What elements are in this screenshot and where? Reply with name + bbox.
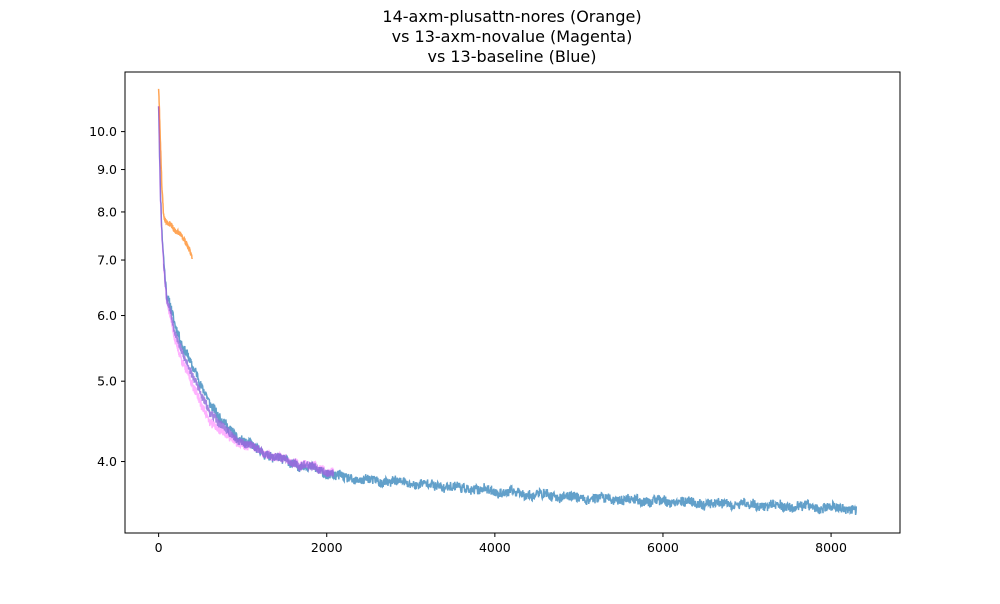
y-tick-label: 6.0 xyxy=(97,308,117,323)
x-tick-label: 8000 xyxy=(815,540,847,555)
x-tick-label: 2000 xyxy=(311,540,343,555)
y-tick-label: 9.0 xyxy=(97,162,117,177)
y-tick-label: 5.0 xyxy=(97,374,117,389)
y-tick-label: 8.0 xyxy=(97,204,117,219)
chart-title-line-1: 14-axm-plusattn-nores (Orange) xyxy=(382,7,641,26)
y-tick-label: 4.0 xyxy=(97,454,117,469)
chart-title-line-2: vs 13-axm-novalue (Magenta) xyxy=(392,27,633,46)
series-group xyxy=(157,88,858,516)
x-tick-label: 4000 xyxy=(479,540,511,555)
x-tick-label: 6000 xyxy=(647,540,679,555)
chart-title-group: 14-axm-plusattn-nores (Orange)vs 13-axm-… xyxy=(382,7,641,66)
chart-title-line-3: vs 13-baseline (Blue) xyxy=(427,47,596,66)
series-line-magenta xyxy=(157,106,335,478)
y-tick-label: 7.0 xyxy=(97,253,117,268)
x-axis: 0 2000 4000 6000 8000 xyxy=(155,533,847,555)
series-line-orange xyxy=(157,88,193,259)
y-tick-label: 10.0 xyxy=(89,124,117,139)
plot-frame xyxy=(124,71,901,534)
x-tick-label: 0 xyxy=(155,540,163,555)
series-line-overlap xyxy=(162,263,335,478)
y-axis: 4.0 5.0 6.0 7.0 8.0 9.0 10.0 xyxy=(89,124,125,469)
